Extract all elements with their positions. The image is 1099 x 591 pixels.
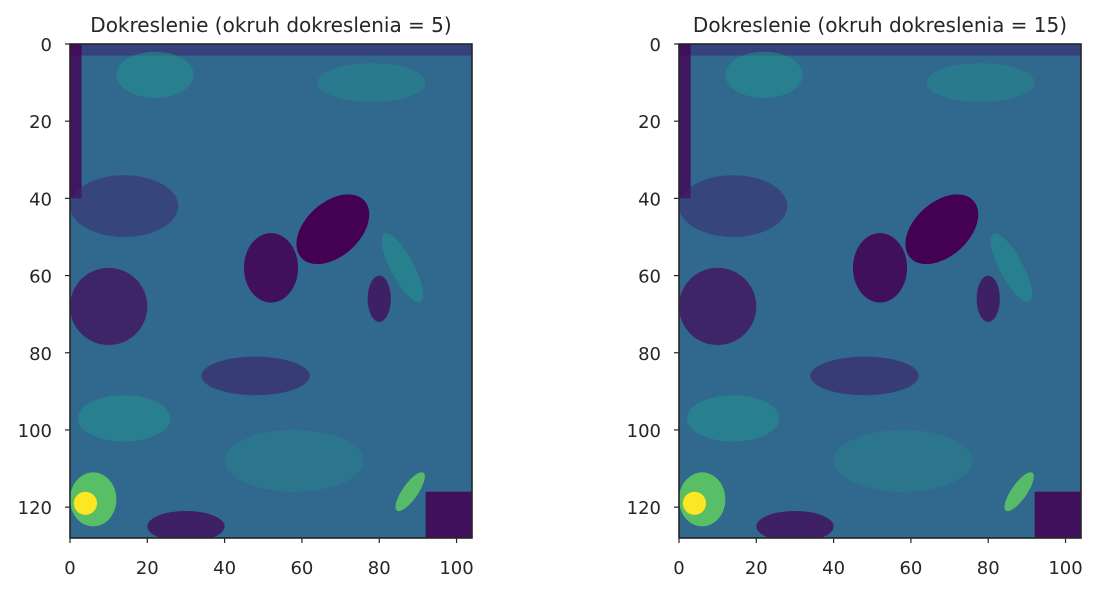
x-tick-label: 0 — [673, 558, 684, 579]
y-tick-label: 60 — [29, 267, 52, 288]
heat-teal-top — [725, 51, 803, 99]
heat-yellow-lower-left — [682, 491, 707, 515]
x-axis: 0 20 40 60 80 100 — [64, 538, 474, 579]
y-tick-label: 120 — [627, 498, 661, 519]
heat-yellow-lower-left — [73, 491, 98, 515]
y-tick-label: 40 — [29, 189, 52, 210]
x-tick-label: 80 — [368, 558, 391, 579]
heat-dark-upper-left — [70, 175, 179, 237]
panel-2-frame — [678, 43, 1082, 539]
panel-2: Dokreslenie (okruh dokreslenia = 15) 0 20… — [627, 13, 1083, 579]
heat-dark-lobe — [905, 194, 979, 265]
y-tick-label: 0 — [650, 35, 661, 56]
y-tick-label: 20 — [29, 112, 52, 133]
heat-dark-right — [976, 275, 1000, 322]
heat-dark-center — [243, 233, 299, 303]
panel-2-title: Dokreslenie (okruh dokreslenia = 15) — [693, 13, 1067, 37]
y-tick-label: 0 — [41, 35, 52, 56]
heat-teal-top-right — [317, 63, 426, 102]
heat-teal-lower-left — [686, 395, 780, 442]
x-axis: 0 20 40 60 80 100 — [673, 538, 1083, 579]
heat-dark-upper-left — [679, 175, 788, 237]
heat-teal-lower — [224, 429, 364, 492]
heat-left-edge — [70, 44, 82, 199]
heatmap-image — [70, 44, 472, 538]
heat-teal-lower — [833, 429, 973, 492]
y-tick-label: 20 — [638, 112, 661, 133]
x-tick-label: 80 — [977, 558, 1000, 579]
heat-teal-right-1 — [381, 233, 424, 303]
x-tick-label: 20 — [745, 558, 768, 579]
panel-1: Dokreslenie (okruh dokreslenia = 5) 0 20 4… — [18, 13, 474, 579]
y-tick-label: 120 — [18, 498, 52, 519]
heat-dark-band — [201, 356, 310, 396]
heat-teal-lower-left — [77, 395, 171, 442]
heat-dark-lobe — [296, 194, 370, 265]
heat-left-edge — [679, 44, 691, 199]
heat-dark-band — [810, 356, 919, 396]
panel-1-frame — [69, 43, 473, 539]
heat-dark-left — [679, 267, 757, 346]
x-tick-label: 100 — [1048, 558, 1082, 579]
heat-top-band — [70, 44, 472, 56]
x-tick-label: 60 — [899, 558, 922, 579]
y-tick-label: 80 — [29, 344, 52, 365]
y-tick-label: 80 — [638, 344, 661, 365]
heat-top-band — [679, 44, 1081, 56]
y-axis: 0 20 40 60 80 100 120 — [627, 35, 679, 519]
heat-dark-bottom-right — [425, 491, 472, 538]
heat-green-stripe — [395, 472, 425, 512]
x-tick-label: 20 — [136, 558, 159, 579]
y-axis: 0 20 40 60 80 100 120 — [18, 35, 70, 519]
y-tick-label: 100 — [627, 421, 661, 442]
heat-teal-right-1 — [990, 233, 1033, 303]
x-tick-label: 40 — [822, 558, 845, 579]
x-tick-label: 0 — [64, 558, 75, 579]
heat-dark-right — [367, 275, 391, 322]
heat-dark-left — [70, 267, 148, 346]
x-tick-label: 100 — [439, 558, 473, 579]
x-tick-label: 60 — [290, 558, 313, 579]
y-tick-label: 40 — [638, 189, 661, 210]
heat-teal-top — [116, 51, 194, 99]
heat-dark-bottom — [147, 510, 225, 538]
y-tick-label: 60 — [638, 267, 661, 288]
y-tick-label: 100 — [18, 421, 52, 442]
panel-1-title: Dokreslenie (okruh dokreslenia = 5) — [90, 13, 451, 37]
heat-dark-bottom — [756, 510, 834, 538]
heat-dark-bottom-right — [1034, 491, 1081, 538]
heat-teal-top-right — [926, 63, 1035, 102]
heat-green-stripe — [1004, 472, 1034, 512]
x-tick-label: 40 — [213, 558, 236, 579]
heatmap-image — [679, 44, 1081, 538]
heat-dark-center — [852, 233, 908, 303]
